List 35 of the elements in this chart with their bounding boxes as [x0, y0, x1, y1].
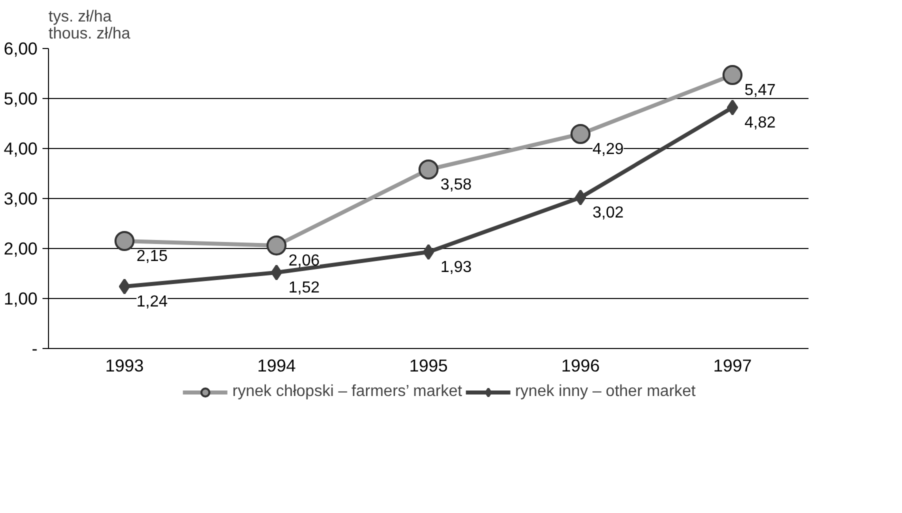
data-label: 1,24 — [136, 294, 168, 310]
data-label: 1,52 — [288, 280, 320, 296]
data-label: 2,06 — [288, 252, 320, 270]
y-tick-label: 5,00 — [4, 88, 38, 108]
x-tick-label: 1997 — [713, 356, 752, 376]
data-label: 4,29 — [592, 141, 624, 158]
data-label: 3,02 — [592, 204, 624, 222]
y-tick-label: 4,00 — [4, 138, 38, 158]
legend-label: rynek inny – other market — [515, 383, 696, 401]
point — [574, 190, 586, 206]
point — [570, 124, 590, 144]
x-tick-label: 1995 — [409, 356, 448, 376]
point — [418, 160, 438, 180]
point — [266, 236, 286, 256]
point — [270, 264, 282, 280]
x-tick-label: 1996 — [561, 356, 600, 376]
data-label: 3,58 — [440, 176, 472, 194]
legend-label: rynek chłopski – farmers’ market — [232, 383, 462, 401]
y-tick-label: 2,00 — [4, 238, 38, 258]
point — [726, 100, 738, 116]
y-axis-title: tys. zł/ha thous. zł/ha — [48, 8, 130, 42]
point — [422, 244, 434, 260]
y-tick-label: - — [32, 338, 38, 358]
y-tick-label: 3,00 — [4, 188, 38, 208]
data-label: 1,93 — [440, 259, 472, 276]
data-label: 5,47 — [744, 82, 776, 99]
point — [722, 65, 742, 85]
x-tick-label: 1993 — [105, 356, 144, 376]
point — [118, 278, 130, 294]
y-tick-label: 1,00 — [4, 288, 38, 308]
data-label: 2,15 — [136, 248, 168, 265]
point — [114, 231, 134, 251]
x-tick-label: 1994 — [257, 356, 296, 376]
data-label: 4,82 — [744, 114, 776, 132]
y-tick-label: 6,00 — [4, 38, 38, 58]
